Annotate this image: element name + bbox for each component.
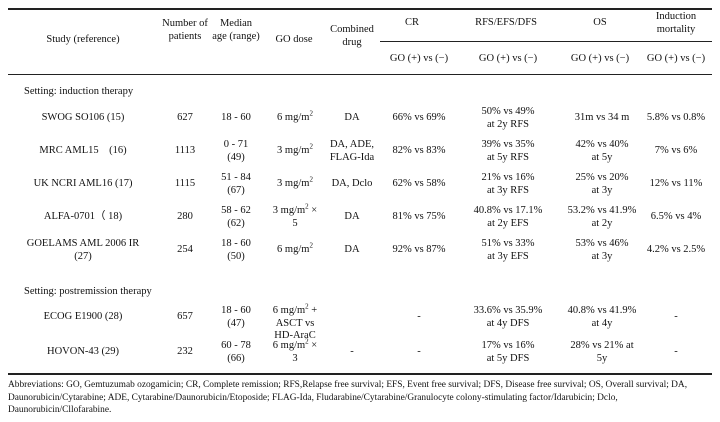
go-dose: 3 mg/m2 × 5 [272, 202, 318, 229]
os-value: 40.8% vs 41.9% at 4y [567, 305, 637, 329]
study-name: ECOG E1900 (28) [43, 311, 123, 322]
top-rule [8, 8, 712, 10]
combined-drug: DA [344, 211, 360, 222]
cr-value: 82% vs 83% [392, 145, 446, 156]
combined-drug: DA [344, 244, 360, 255]
study-name: HOVON-43 (29) [46, 346, 120, 357]
os-value: 42% vs 40% at 5y [575, 139, 629, 163]
median-age: 18 - 60 (47) [221, 305, 251, 329]
subheader-rule [380, 41, 712, 42]
header-induction: Induction mortality [655, 11, 697, 35]
patient-count: 1115 [174, 178, 196, 189]
induction-mortality: 6.5% vs 4% [650, 211, 702, 222]
os-value: 53% vs 46% at 3y [575, 238, 629, 262]
go-dose: 6 mg/m2 [277, 241, 313, 255]
combined-drug: DA, Dclo [331, 178, 373, 189]
study-name: ALFA-0701（ 18) [43, 211, 123, 222]
cr-value: - [417, 346, 421, 357]
study-name: MRC AML15 (16) [39, 145, 127, 156]
go-dose: 6 mg/m2 × 3 [272, 337, 318, 364]
os-value: 53.2% vs 41.9% at 2y [567, 205, 637, 229]
induction-mortality: - [674, 346, 678, 357]
patient-count: 254 [177, 244, 193, 255]
header-bottom-rule [8, 74, 712, 75]
go-dose: 3 mg/m2 [277, 142, 313, 156]
subheader-rfs: GO (+) vs (−) [478, 53, 538, 64]
combined-drug: DA [344, 112, 360, 123]
combined-drug: DA, ADE, FLAG-Ida [329, 139, 375, 163]
rfs-value: 40.8% vs 17.1% at 2y EFS [473, 205, 543, 229]
footnote: Abbreviations: GO, Gemtuzumab ozogamicin… [8, 380, 688, 416]
median-age: 18 - 60 (50) [221, 238, 251, 262]
rfs-value: 21% vs 16% at 3y RFS [481, 172, 535, 196]
median-age: 18 - 60 [221, 112, 251, 123]
rfs-value: 50% vs 49% at 2y RFS [481, 106, 535, 130]
go-dose: 6 mg/m2 [277, 109, 313, 123]
rfs-value: 39% vs 35% at 5y RFS [481, 139, 535, 163]
patient-count: 232 [177, 346, 193, 357]
patient-count: 627 [177, 112, 193, 123]
section-induction: Setting: induction therapy [24, 86, 134, 97]
os-value: 31m vs 34 m [574, 112, 630, 123]
os-value: 25% vs 20% at 3y [575, 172, 629, 196]
induction-mortality: 4.2% vs 2.5% [646, 244, 706, 255]
subheader-induction: GO (+) vs (−) [646, 53, 706, 64]
cr-value: 81% vs 75% [392, 211, 446, 222]
os-value: 28% vs 21% at 5y [570, 340, 634, 364]
induction-mortality: 12% vs 11% [649, 178, 703, 189]
median-age: 60 - 78 (66) [221, 340, 251, 364]
header-number: Number of patients [162, 18, 208, 42]
cr-value: 62% vs 58% [392, 178, 446, 189]
go-dose: 3 mg/m2 [277, 175, 313, 189]
induction-mortality: 7% vs 6% [654, 145, 698, 156]
subheader-os: GO (+) vs (−) [570, 53, 630, 64]
rfs-value: 33.6% vs 35.9% at 4y DFS [473, 305, 543, 329]
median-age: 0 - 71 (49) [223, 139, 249, 163]
header-os: OS [593, 17, 607, 28]
header-rfs: RFS/EFS/DFS [475, 17, 537, 28]
header-median: Median age (range) [212, 18, 260, 42]
study-name: GOELAMS AML 2006 IR (27) [26, 238, 140, 262]
median-age: 51 - 84 (67) [221, 172, 251, 196]
patient-count: 1113 [174, 145, 196, 156]
cr-value: 66% vs 69% [392, 112, 446, 123]
subheader-cr: GO (+) vs (−) [389, 53, 449, 64]
cr-value: - [417, 311, 421, 322]
table-bottom-rule [8, 373, 712, 375]
header-cr: CR [404, 17, 419, 28]
induction-mortality: - [674, 311, 678, 322]
header-combined: Combined drug [330, 24, 374, 48]
rfs-value: 17% vs 16% at 5y DFS [481, 340, 535, 364]
cr-value: 92% vs 87% [392, 244, 446, 255]
patient-count: 280 [177, 211, 193, 222]
combined-drug: - [350, 346, 354, 357]
header-go-dose: GO dose [275, 34, 313, 45]
patient-count: 657 [177, 311, 193, 322]
rfs-value: 51% vs 33% at 3y EFS [481, 238, 535, 262]
header-study: Study (reference) [46, 34, 120, 45]
study-name: UK NCRI AML16 (17) [33, 178, 133, 189]
section-postremission: Setting: postremission therapy [24, 286, 152, 297]
go-dose: 6 mg/m2 + ASCT vs HD-AraC [272, 302, 318, 341]
study-name: SWOG SO106 (15) [41, 112, 125, 123]
induction-mortality: 5.8% vs 0.8% [646, 112, 706, 123]
median-age: 58 - 62 (62) [221, 205, 251, 229]
